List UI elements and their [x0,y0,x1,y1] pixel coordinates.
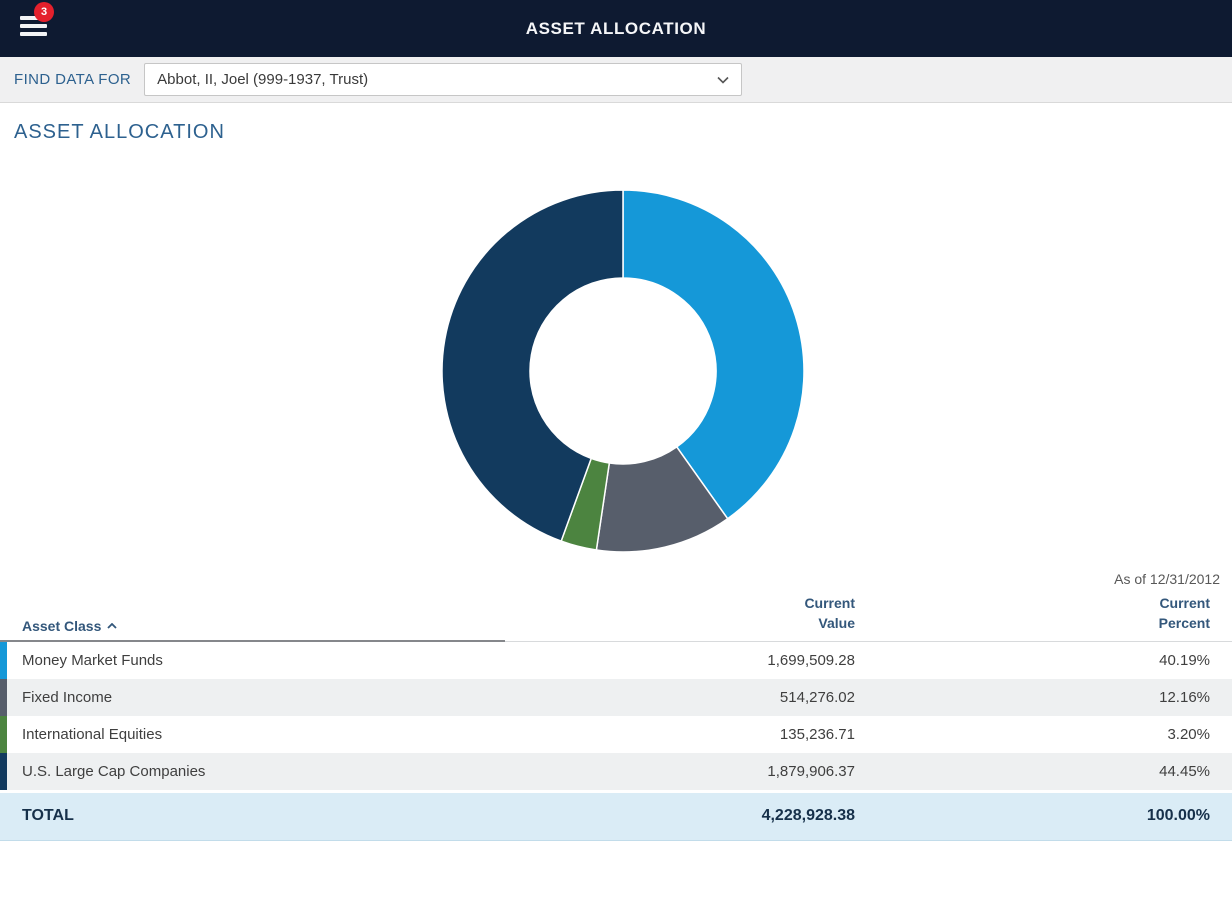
table-header-row: Asset Class Current Value Current Percen… [0,593,1232,640]
asset-allocation-table: Asset Class Current Value Current Percen… [0,593,1232,841]
page-title: ASSET ALLOCATION [525,18,707,38]
asset-class-cell: Fixed Income [22,688,113,706]
hamburger-menu-button[interactable]: 3 [18,2,54,45]
asset-allocation-donut-chart [440,188,806,559]
app-header: 3 ASSET ALLOCATION [0,0,1232,57]
asset-class-header: Asset Class [22,617,102,634]
total-percent: 100.00% [1146,807,1210,825]
current-percent-cell: 3.20% [1167,725,1210,743]
total-row: TOTAL 4,228,928.38 100.00% [0,792,1232,841]
current-value-cell: 135,236.71 [779,725,855,743]
find-data-bar: FIND DATA FOR Abbot, II, Joel (999-1937,… [0,57,1232,103]
current-percent-cell: 12.16% [1159,688,1210,706]
total-label: TOTAL [22,807,74,825]
client-select-value: Abbot, II, Joel (999-1937, Trust) [157,71,369,88]
current-value-cell: 1,879,906.37 [767,762,855,780]
as-of-date: As of 12/31/2012 [1114,571,1220,587]
total-value: 4,228,928.38 [761,807,855,825]
donut-chart-svg [441,189,805,553]
header-divider [0,639,1232,642]
row-color-indicator [0,715,7,753]
client-account-select[interactable]: Abbot, II, Joel (999-1937, Trust) [144,63,743,96]
asset-class-cell: U.S. Large Cap Companies [22,762,206,780]
table-body: Money Market Funds 1,699,509.28 40.19% Fixe… [0,641,1232,790]
current-value-cell: 1,699,509.28 [767,651,855,669]
notification-badge: 3 [34,2,54,22]
current-percent-cell: 44.45% [1159,762,1210,780]
current-value-cell: 514,276.02 [779,688,855,706]
chevron-down-icon [717,76,729,84]
main-content: ASSET ALLOCATION As of 12/31/2012 Asset … [0,121,1232,841]
total-row-gap [0,789,1232,793]
find-data-label: FIND DATA FOR [14,71,132,88]
table-row: Fixed Income 514,276.02 12.16% [0,678,1232,716]
donut-segment-u-s-large-cap-companies [441,189,624,543]
section-title: ASSET ALLOCATION [14,121,225,143]
donut-segment-money-market-funds [622,189,805,520]
asset-class-cell: Money Market Funds [22,651,163,669]
current-value-header: Current Value [804,595,855,632]
table-row: Money Market Funds 1,699,509.28 40.19% [0,641,1232,679]
table-row: International Equities 135,236.71 3.20% [0,715,1232,753]
asset-class-cell: International Equities [22,725,163,743]
row-color-indicator [0,752,7,790]
table-row: U.S. Large Cap Companies 1,879,906.37 44.4… [0,752,1232,790]
current-percent-header: Current Percent [1158,595,1210,632]
row-color-indicator [0,678,7,716]
row-color-indicator [0,641,7,679]
sort-by-asset-class[interactable]: Asset Class [0,617,118,634]
sort-ascending-icon [107,622,118,629]
current-percent-cell: 40.19% [1159,651,1210,669]
hamburger-icon [20,16,47,36]
